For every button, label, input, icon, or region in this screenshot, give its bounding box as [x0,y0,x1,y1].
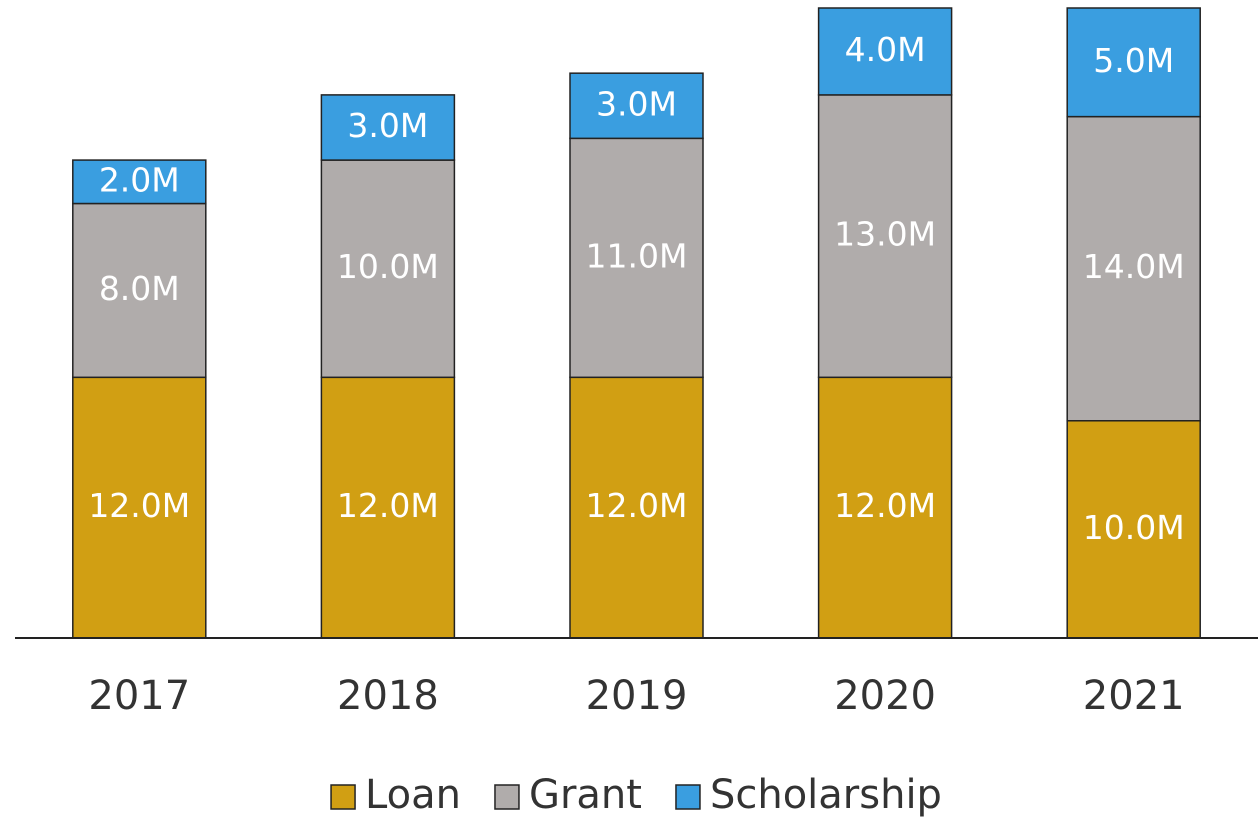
data-label: 5.0M [1093,41,1174,80]
bar-segment [320,159,456,379]
bar-segment [817,7,953,96]
data-label: 10.0M [337,247,439,286]
legend-label: Scholarship [710,772,942,818]
legend-swatch [330,784,356,810]
legend-swatch [494,784,520,810]
legend-label: Loan [365,772,461,818]
data-label: 12.0M [834,486,936,525]
bar-segment [1066,420,1201,639]
data-label: 10.0M [1083,508,1185,547]
data-label: 3.0M [596,84,677,123]
bar-segment [569,137,704,379]
data-label: 12.0M [337,486,439,525]
bar-segment [817,94,953,379]
data-label: 12.0M [586,486,688,525]
legend-swatch [675,784,701,810]
data-label: 2.0M [99,160,180,199]
data-label: 12.0M [88,486,190,525]
bar-segment [817,376,953,639]
x-tick-label: 2021 [1083,673,1185,719]
bar-segment [72,159,207,205]
data-label: 14.0M [1083,247,1185,286]
legend-label: Grant [529,772,642,818]
data-label: 3.0M [347,106,428,145]
x-tick-label: 2020 [834,673,936,719]
data-label: 8.0M [99,269,180,308]
x-tick-label: 2018 [337,673,439,719]
bar-segment [72,376,207,639]
x-tick-label: 2017 [88,673,190,719]
data-label: 4.0M [845,30,926,69]
data-label: 11.0M [586,236,688,275]
data-label: 13.0M [834,215,936,254]
bar-segment [1066,7,1201,118]
x-tick-label: 2019 [586,673,688,719]
bar-segment [72,202,207,379]
bar-segment [320,376,456,639]
bar-segment [320,94,456,161]
bar-segment [569,72,704,140]
